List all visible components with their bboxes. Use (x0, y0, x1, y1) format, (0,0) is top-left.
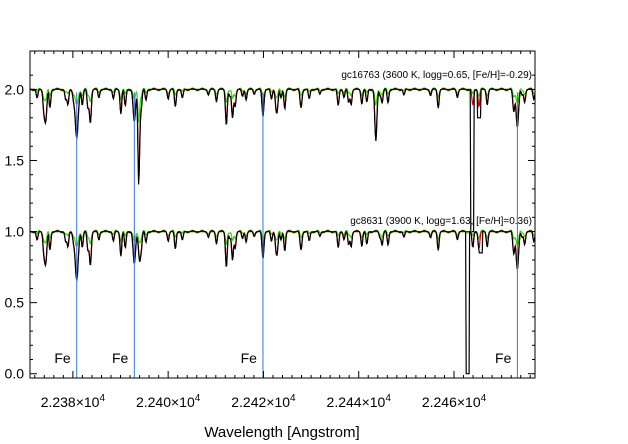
panel-label: gc8631 (3900 K, logg=1.63, [Fe/H]=0.36) (350, 216, 532, 227)
fe-marker-label: Fe (495, 350, 512, 366)
x-tick-label: 2.240×104 (136, 393, 201, 410)
spectrum-traces (29, 87, 536, 375)
y-tick-label: 1.0 (5, 224, 25, 240)
series-red-1 (30, 230, 536, 280)
y-tick-label: 0.5 (5, 295, 25, 311)
fe-line-markers: Fe Fe Fe Fe (54, 92, 518, 378)
panel-labels: gc16763 (3600 K, logg=0.65, [Fe/H]=-0.29… (341, 70, 532, 227)
y-axis-ticks: 0.0 0.5 1.0 1.5 2.0 (5, 74, 535, 382)
plot-frame (29, 50, 536, 379)
y-tick-label: 2.0 (5, 81, 25, 97)
fe-marker-label: Fe (112, 350, 129, 366)
x-tick-label: 2.244×104 (327, 393, 392, 410)
y-tick-label: 1.5 (5, 152, 25, 168)
x-axis-ticks: 2.238×104 2.240×104 2.242×104 2.244×104 2.24… (34, 51, 531, 410)
y-tick-label: 0.0 (5, 366, 25, 382)
series-black-1 (29, 230, 536, 375)
panel-label: gc16763 (3600 K, logg=0.65, [Fe/H]=-0.29… (341, 70, 532, 81)
fe-marker-label: Fe (54, 350, 71, 366)
series-black-0 (29, 88, 536, 233)
x-tick-label: 2.246×104 (422, 393, 487, 410)
x-tick-label: 2.238×104 (41, 393, 106, 410)
x-axis-label: Wavelength [Angstrom] (204, 424, 359, 441)
series-red-0 (30, 88, 536, 180)
x-tick-label: 2.242×104 (231, 393, 296, 410)
fe-marker-label: Fe (241, 350, 258, 366)
